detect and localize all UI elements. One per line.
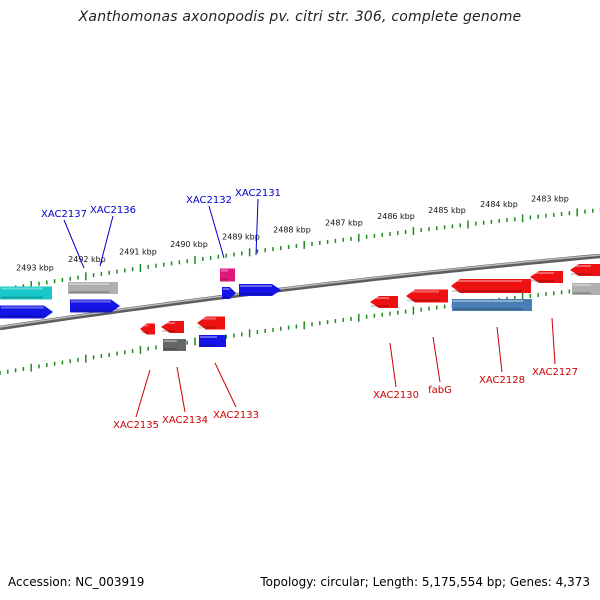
- gene-arrow-highlight: [240, 285, 272, 287]
- gene-label: XAC2135: [113, 420, 159, 431]
- gene-arrow: [199, 335, 226, 347]
- scale-label: 2491 kbp: [119, 247, 157, 256]
- gene-label: XAC2128: [479, 375, 525, 386]
- gene-arrow-highlight: [200, 336, 217, 338]
- gene-arrow-highlight: [141, 324, 149, 327]
- gene-arrow: [197, 316, 225, 330]
- scale-label: 2484 kbp: [480, 200, 518, 209]
- gene-arrow: [220, 268, 235, 282]
- gene-label-leader: [214, 362, 237, 408]
- backbone-line: [0, 253, 600, 331]
- gene-arrow: [163, 339, 186, 351]
- gene-arrow-highlight: [453, 300, 523, 302]
- gene-arrow-shadow: [1, 296, 43, 299]
- scale-label: 2488 kbp: [273, 226, 311, 235]
- page-title: Xanthomonas axonopodis pv. citri str. 30…: [78, 9, 522, 25]
- gene-arrow-shadow: [573, 292, 591, 294]
- gene-arrow-shadow: [240, 293, 272, 295]
- scale-label: 2489 kbp: [222, 233, 260, 242]
- scale-labels: 2493 kbp 2492 kbp 2491 kbp 2490 kbp 2489 kbp…: [16, 194, 569, 272]
- gene-label-leader: [99, 215, 114, 267]
- gene-label: XAC2136: [90, 205, 136, 216]
- gene-arrow-shadow: [407, 299, 439, 302]
- gene-label: XAC2137: [41, 209, 87, 220]
- gene-label-leader: [208, 205, 225, 259]
- gene-arrow-shadow: [531, 280, 554, 282]
- scale-label: 2492 kbp: [68, 255, 106, 264]
- gene-arrow: [452, 299, 532, 311]
- gene-label-leader: [63, 219, 85, 269]
- scale-label: 2485 kbp: [428, 206, 466, 215]
- gene-arrow: [0, 286, 52, 300]
- gene-arrow: [451, 279, 531, 293]
- gene-arrow-highlight: [69, 283, 109, 285]
- gene-arrow: [140, 323, 155, 335]
- gene-arrow-highlight: [198, 317, 216, 320]
- gene-arrow-shadow: [221, 278, 229, 281]
- gene-arrow-highlight: [164, 340, 177, 342]
- gene-arrow: [570, 264, 600, 276]
- gene-label-leader: [551, 317, 556, 365]
- scale-label: 2487 kbp: [325, 219, 363, 228]
- scale-label: 2486 kbp: [377, 212, 415, 221]
- gene-arrow-shadow: [162, 330, 175, 332]
- gene-arrow-shadow: [452, 290, 522, 292]
- scale-label: 2490 kbp: [170, 240, 208, 249]
- gene-label: XAC2134: [162, 415, 208, 426]
- gene-label-leader: [176, 366, 186, 413]
- gene-arrow-highlight: [407, 290, 439, 293]
- gene-label-leader: [496, 326, 503, 373]
- gene-label-leader: [432, 336, 441, 383]
- gene-arrow-shadow: [69, 291, 109, 293]
- gene-label: XAC2133: [213, 410, 259, 421]
- gene-label-leader: [255, 198, 259, 256]
- gene-arrow-shadow: [223, 296, 230, 298]
- gene-arrow-shadow: [453, 308, 523, 310]
- gene-arrow-highlight: [571, 265, 591, 267]
- gene-arrow-shadow: [164, 348, 177, 350]
- gene-arrow: [406, 289, 448, 303]
- gene-label: XAC2131: [235, 188, 281, 199]
- gene-arrow: [68, 282, 118, 294]
- scale-label: 2483 kbp: [531, 194, 569, 203]
- gene-arrow-shadow: [141, 331, 149, 334]
- accession-label: Accession: NC_003919: [8, 575, 145, 589]
- gene-arrow-shadow: [571, 273, 591, 275]
- gene-arrow-shadow: [198, 326, 216, 329]
- gene-arrow: [239, 284, 281, 296]
- gene-arrow-highlight: [71, 300, 111, 303]
- gene-features: [0, 264, 600, 351]
- gene-arrow: [572, 283, 600, 295]
- gene-arrow-highlight: [573, 284, 591, 286]
- gene-arrow-shadow: [371, 305, 389, 307]
- gene-arrow-highlight: [162, 322, 175, 324]
- gene-arrow: [370, 296, 398, 308]
- genome-summary: Topology: circular; Length: 5,175,554 bp…: [260, 575, 590, 589]
- gene-arrow-highlight: [223, 288, 230, 290]
- gene-label-leader: [135, 369, 151, 418]
- gene-label: XAC2132: [186, 195, 232, 206]
- gene-label-leader: [389, 342, 397, 388]
- gene-arrow-highlight: [452, 280, 522, 282]
- gene-arrow: [222, 287, 236, 299]
- gene-label: fabG: [428, 385, 452, 396]
- gene-arrow: [530, 271, 563, 283]
- gene-arrow: [70, 299, 120, 313]
- gene-arrow-highlight: [531, 272, 554, 274]
- gene-label: XAC2127: [532, 367, 578, 378]
- gene-arrow-shadow: [71, 309, 111, 312]
- gene-arrow-shadow: [1, 315, 44, 318]
- scale-label: 2493 kbp: [16, 263, 54, 272]
- gene-arrow-highlight: [1, 287, 43, 290]
- gene-arrow-shadow: [200, 344, 217, 346]
- gene-arrow-highlight: [1, 306, 44, 309]
- gene-arrow: [161, 321, 184, 333]
- gene-label: XAC2130: [373, 390, 419, 401]
- gene-arrow-highlight: [371, 297, 389, 299]
- gene-arrow-highlight: [221, 269, 229, 272]
- gene-arrow: [0, 305, 53, 319]
